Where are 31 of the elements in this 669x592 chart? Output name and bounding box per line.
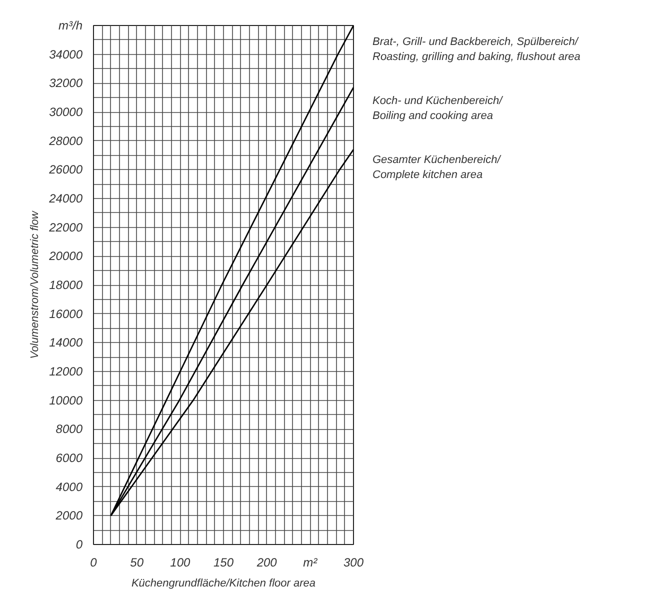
y-tick-label: 0 [76,538,83,552]
series-label: Gesamter Küchenbereich/ Complete kitchen area [372,154,502,182]
y-tick-label: 20000 [48,249,83,264]
x-tick-label: 50 [130,556,144,570]
y-tick-label: 14000 [49,336,83,350]
y-tick-label: m³/h [58,18,83,32]
y-tick-label: 34000 [49,47,83,62]
y-tick-label: 26000 [48,162,83,177]
x-tick-label: 0 [90,556,98,570]
x-tick-label: 300 [343,556,364,570]
y-tick-label: 8000 [56,422,83,436]
y-tick-label: 6000 [56,451,83,465]
y-tick-label: 4000 [56,480,83,494]
x-tick-label: 150 [213,556,234,570]
x-tick-label: 200 [256,556,278,570]
y-tick-label: 16000 [49,306,83,321]
x-tick-label: m² [303,556,318,570]
y-tick-label: 32000 [49,76,83,90]
y-tick-label: 30000 [49,105,83,119]
y-tick-label: 28000 [48,134,83,148]
x-axis-title: Küchengrundfläche/Kitchen floor area [131,578,316,590]
y-tick-label: 10000 [49,393,83,408]
y-tick-label: 22000 [48,220,83,234]
y-tick-label: 18000 [49,278,83,292]
series-label: Brat-, Grill- und Backbereich, Spülbereich/ Roasting, grilling and baking, flushout area [372,36,580,63]
y-tick-label: 12000 [49,364,83,378]
x-tick-label: 100 [170,556,191,570]
y-axis-title: Volumenstrom/Volumetric flow [29,210,42,359]
y-tick-label: 24000 [48,192,83,206]
series-label: Koch- und Küchenbereich/ Boiling and cooking area [372,94,504,122]
y-tick-label: 2000 [54,508,83,523]
